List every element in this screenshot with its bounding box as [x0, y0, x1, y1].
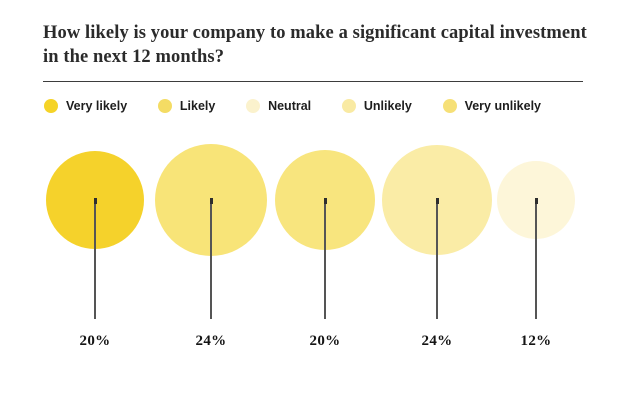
legend-item: Very unlikely — [442, 99, 541, 113]
bubble-stem-cap — [435, 198, 439, 204]
legend-swatch-circle-icon — [341, 99, 356, 113]
legend: Very likely Likely Neutral Unlikely Very unl… — [44, 99, 541, 113]
bubble-stem-cap — [534, 198, 538, 204]
legend-label: Unlikely — [363, 99, 412, 113]
bubble-value-label: 20% — [79, 333, 111, 349]
legend-item: Neutral — [246, 99, 311, 113]
legend-swatch-circle-icon — [157, 99, 172, 113]
legend-swatch-circle-icon — [44, 99, 58, 113]
bubble-value-label: 24% — [421, 333, 453, 349]
legend-item: Likely — [157, 99, 216, 113]
legend-swatch-circle-icon — [246, 99, 261, 113]
bubble-stem — [324, 200, 326, 319]
legend-label: Neutral — [268, 99, 312, 113]
bubble-value-label: 12% — [520, 333, 552, 349]
bubble-stem — [94, 200, 96, 319]
title-divider — [43, 81, 583, 82]
bubble-stem-cap — [93, 198, 97, 204]
chart-title: How likely is your company to make a sig… — [43, 23, 587, 68]
bubble-stem-cap — [209, 198, 213, 204]
bubble-stem-cap — [323, 198, 327, 204]
legend-label: Very likely — [66, 99, 128, 113]
bubble-value-label: 20% — [309, 333, 341, 349]
legend-item: Unlikely — [341, 99, 412, 113]
bubble-stem — [210, 200, 212, 319]
legend-swatch-circle-icon — [442, 99, 457, 113]
legend-item: Very likely — [44, 99, 127, 113]
legend-label: Very unlikely — [464, 99, 541, 113]
legend-label: Likely — [179, 99, 216, 113]
bubble-stem — [535, 200, 537, 319]
bubble-value-label: 24% — [195, 333, 227, 349]
bubble-stem — [436, 200, 438, 319]
